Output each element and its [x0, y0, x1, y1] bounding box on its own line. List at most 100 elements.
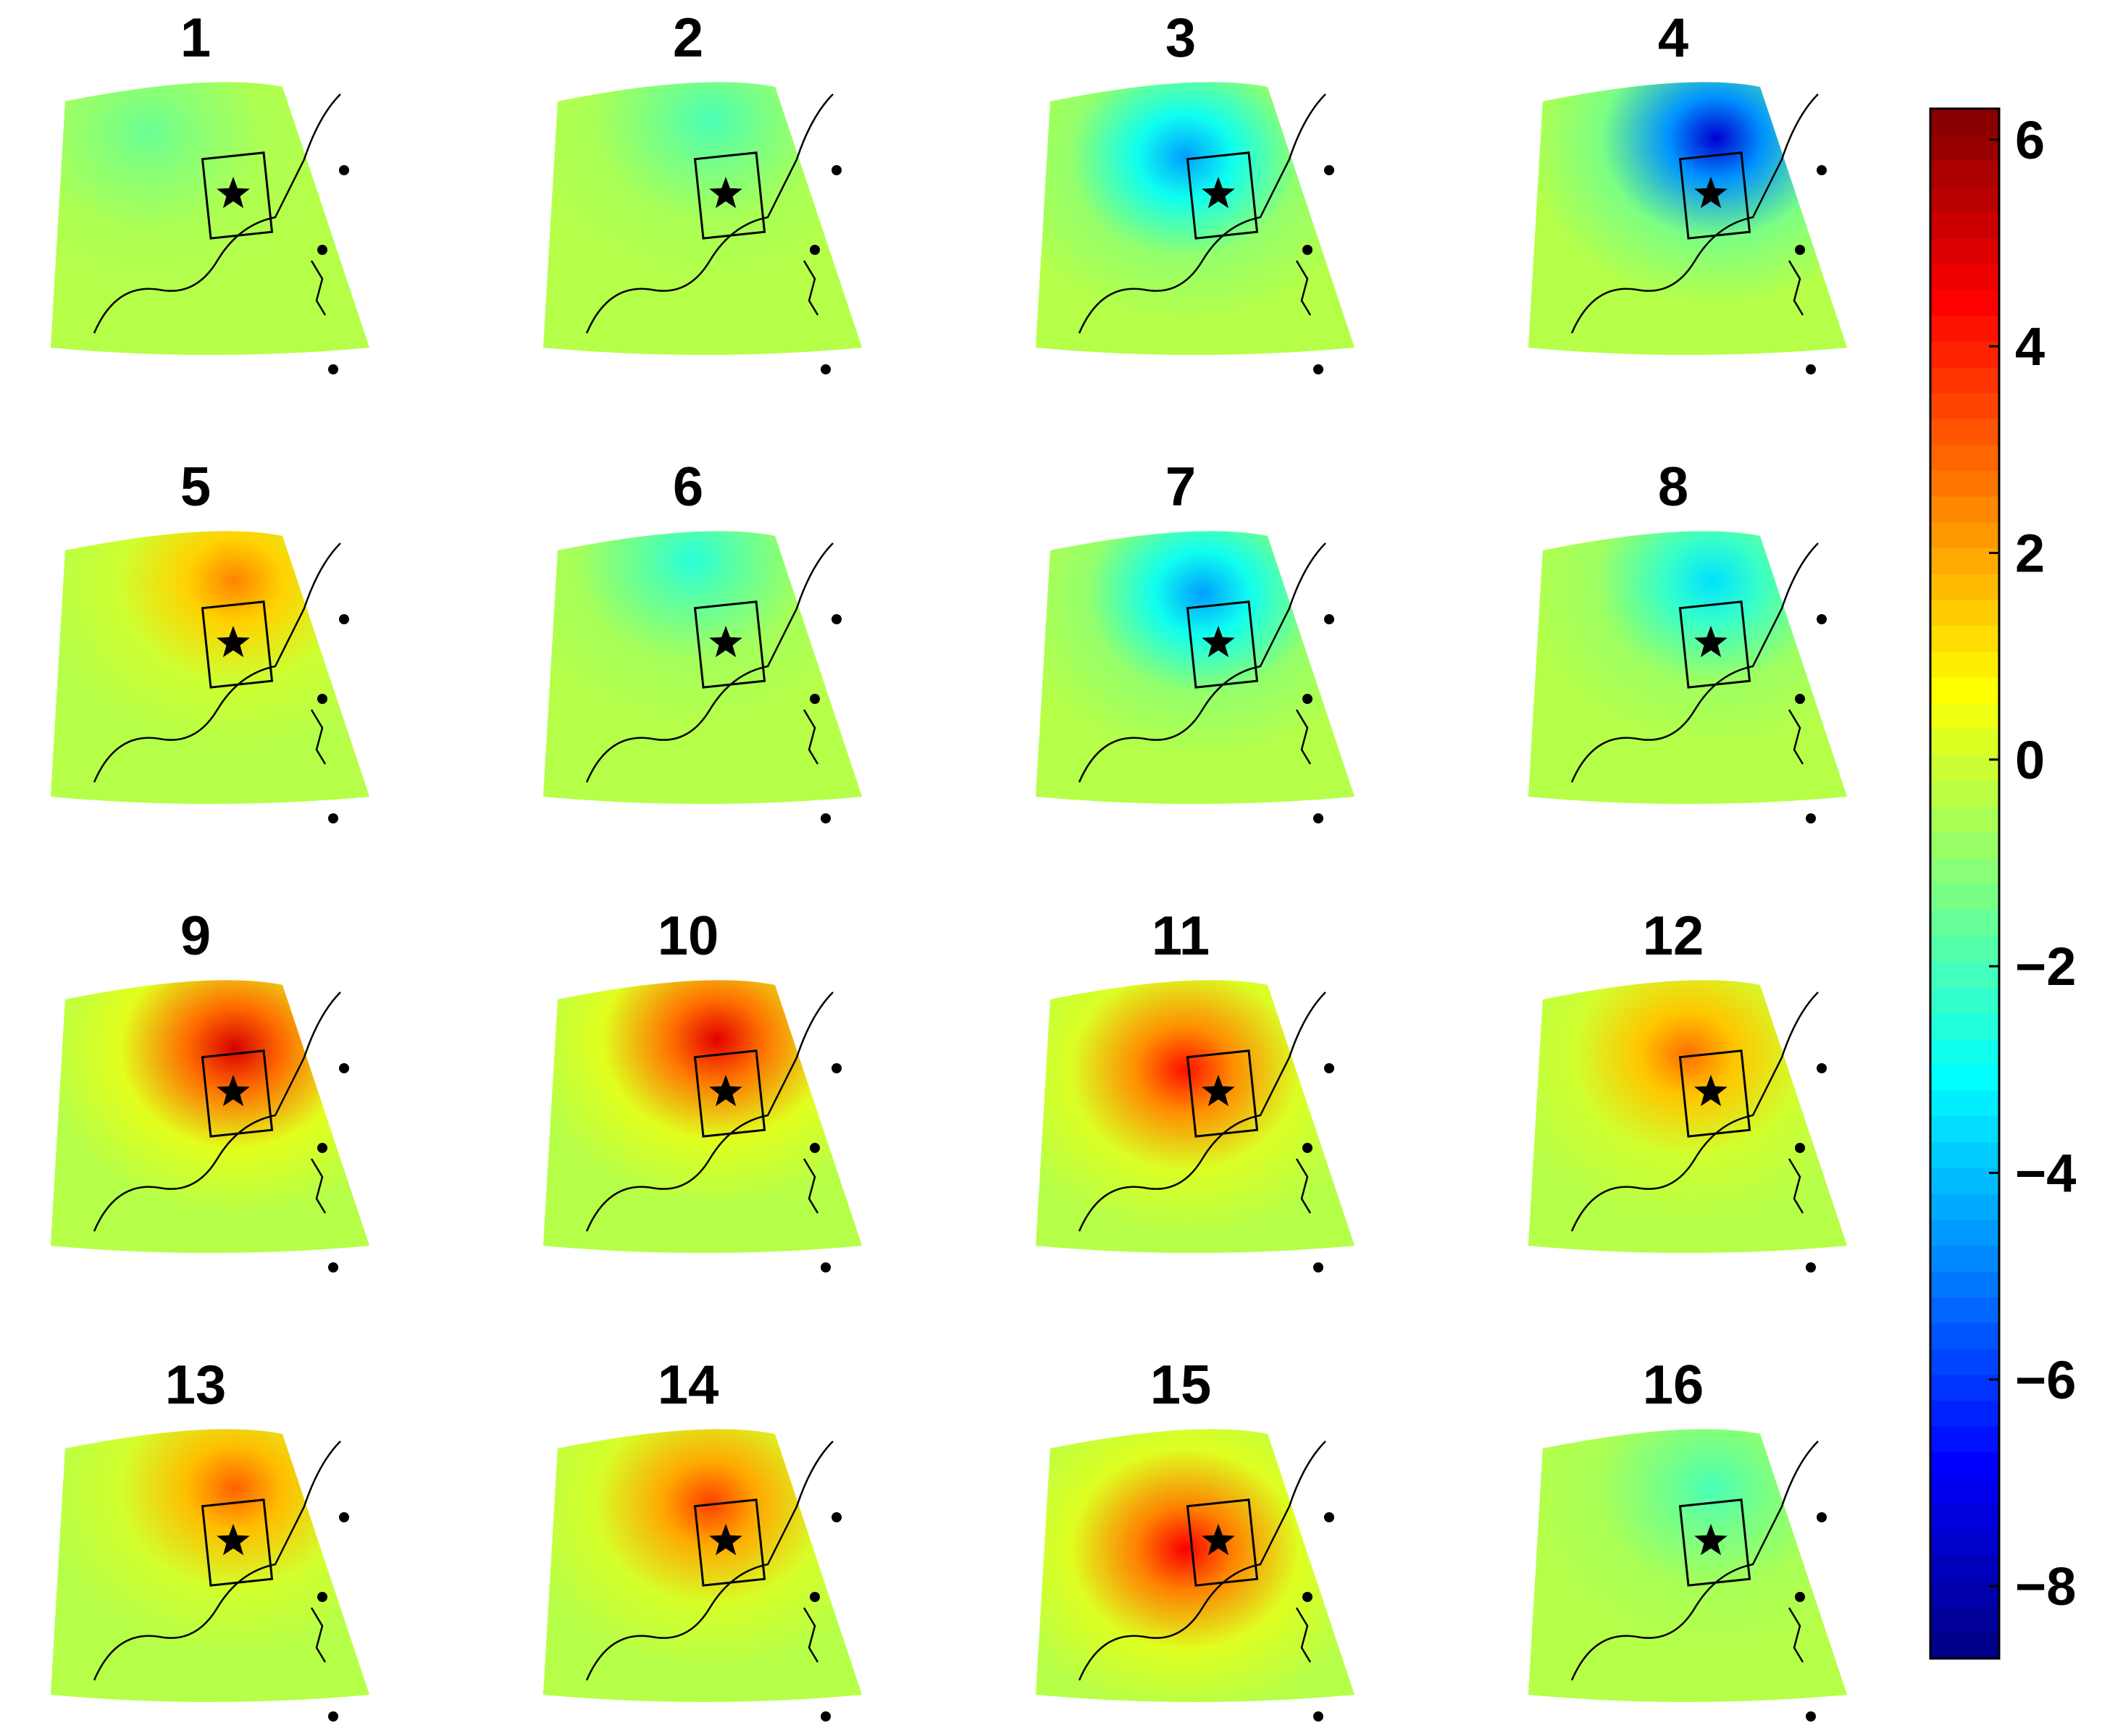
- colorbar-segment: [1930, 496, 1999, 523]
- map-panel: 8: [1528, 456, 1847, 823]
- anomaly-field: [543, 82, 862, 356]
- colorbar-segment: [1930, 1064, 1999, 1091]
- station-dot: [821, 1262, 831, 1272]
- island-outline: [310, 709, 327, 765]
- colorbar-segment: [1930, 393, 1999, 419]
- station-dot: [1795, 245, 1805, 255]
- panel-title: 14: [658, 1354, 719, 1416]
- station-dot: [317, 1143, 327, 1153]
- colorbar-segment: [1930, 780, 1999, 807]
- colorbar: 6 4 2 0 −2 −4 −6 −8: [1929, 107, 2076, 1660]
- panel-title: 4: [1658, 7, 1688, 69]
- station-dot: [1324, 165, 1334, 175]
- map-panel: 1: [51, 7, 369, 374]
- station-dot: [1302, 694, 1312, 704]
- island-outline: [1295, 1607, 1312, 1663]
- star-marker: [217, 626, 250, 658]
- colorbar-segment: [1930, 419, 1999, 445]
- map-panel: 12: [1528, 905, 1847, 1272]
- star-marker: [1694, 626, 1728, 658]
- anomaly-field: [1036, 1429, 1354, 1702]
- station-dot: [1817, 614, 1827, 624]
- anomaly-field: [1036, 531, 1354, 804]
- star-marker: [709, 177, 742, 209]
- panel-title: 7: [1165, 456, 1196, 518]
- map-panel: 7: [1036, 456, 1354, 823]
- colorbar-segment: [1930, 1141, 1999, 1169]
- anomaly-field: [543, 980, 862, 1253]
- map-panel: 15: [1036, 1354, 1354, 1722]
- colorbar-segment: [1930, 1116, 1999, 1143]
- station-dot: [1795, 1143, 1805, 1153]
- panel-title: 15: [1150, 1354, 1212, 1416]
- study-region-box: [1678, 600, 1751, 689]
- station-dot: [832, 165, 842, 175]
- colorbar-segment: [1930, 703, 1999, 729]
- star-marker: [1202, 177, 1235, 209]
- island-outline: [310, 260, 327, 316]
- station-dot: [339, 165, 349, 175]
- colorbar-segment: [1930, 1322, 1999, 1349]
- colorbar-segment: [1930, 754, 1999, 781]
- map-panel: 3: [1036, 7, 1354, 374]
- colorbar-segment: [1930, 599, 1999, 626]
- colorbar-segment: [1930, 264, 1999, 290]
- study-region-box: [201, 1498, 274, 1587]
- colorbar-segment: [1930, 729, 1999, 755]
- station-dot: [328, 1711, 338, 1722]
- station-dot: [821, 813, 831, 823]
- station-dot: [832, 614, 842, 624]
- station-dot: [328, 1262, 338, 1272]
- station-dot: [328, 813, 338, 823]
- island-outline: [1295, 260, 1312, 316]
- map-panel: 13: [51, 1354, 369, 1722]
- anomaly-field: [1528, 1429, 1847, 1702]
- map-panel: 9: [51, 905, 369, 1272]
- anomaly-field: [51, 82, 369, 356]
- colorbar-segment: [1930, 1271, 1999, 1298]
- station-dot: [1313, 813, 1323, 823]
- island-outline: [1788, 1158, 1804, 1214]
- colorbar-segment: [1930, 1167, 1999, 1194]
- colorbar-segment: [1930, 109, 1999, 135]
- anomaly-field: [1528, 980, 1847, 1253]
- panel-title: 9: [180, 905, 211, 967]
- colorbar-segment: [1930, 238, 1999, 264]
- anomaly-field: [1528, 531, 1847, 804]
- colorbar-segment: [1930, 1194, 1999, 1220]
- colorbar-segment: [1930, 134, 1999, 162]
- station-dot: [1817, 1512, 1827, 1522]
- colorbar-segment: [1930, 211, 1999, 239]
- island-outline: [310, 1607, 327, 1663]
- study-region-box: [693, 1049, 766, 1138]
- station-dot: [317, 1592, 327, 1602]
- colorbar-segment: [1930, 1504, 1999, 1530]
- panel-title: 2: [673, 7, 703, 69]
- colorbar-segment: [1930, 1529, 1999, 1556]
- colorbar-segment: [1930, 961, 1999, 988]
- station-dot: [1817, 1063, 1827, 1073]
- panel-title: 16: [1643, 1354, 1704, 1416]
- colorbar-segment: [1930, 676, 1999, 704]
- station-dot: [821, 364, 831, 374]
- colorbar-segment: [1930, 1039, 1999, 1065]
- map-panel: 6: [543, 456, 862, 823]
- island-outline: [1788, 1607, 1804, 1663]
- colorbar-segment: [1930, 1219, 1999, 1246]
- colorbar-tick-label: −2: [2015, 936, 2076, 997]
- anomaly-field: [51, 1429, 369, 1702]
- colorbar-segment: [1930, 289, 1999, 316]
- star-marker: [1694, 177, 1728, 209]
- anomaly-field: [1528, 82, 1847, 356]
- station-dot: [1806, 1711, 1816, 1722]
- colorbar-segment: [1930, 1606, 1999, 1634]
- colorbar-segment: [1930, 341, 1999, 368]
- colorbar-segment: [1930, 651, 1999, 678]
- colorbar-segment: [1930, 831, 1999, 859]
- colorbar-segment: [1930, 909, 1999, 936]
- star-marker: [709, 1075, 742, 1107]
- study-region-box: [693, 600, 766, 689]
- station-dot: [1313, 364, 1323, 374]
- map-panel: 5: [51, 456, 369, 823]
- star-marker: [1202, 626, 1235, 658]
